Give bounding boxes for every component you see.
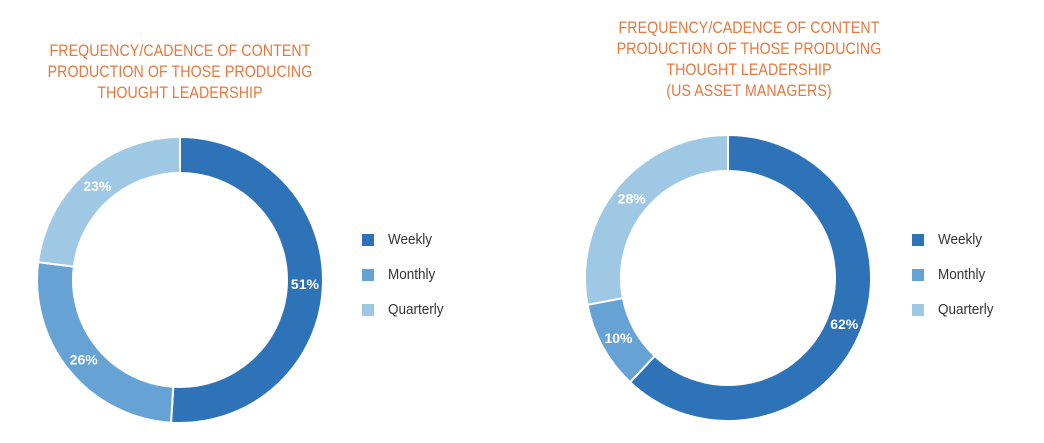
donut-svg-us-asset-managers: 62% 10% 28% [584,133,872,422]
legend-swatch [362,233,374,246]
legend: Weekly Monthly Quarterly [362,222,450,327]
legend-swatch [912,268,924,281]
legend-label: Monthly [388,266,436,283]
chart-title: FREQUENCY/CADENCE OF CONTENT PRODUCTION … [577,18,921,102]
title-line: (US ASSET MANAGERS) [666,82,832,100]
legend-swatch [912,233,924,246]
slice-label-weekly: 62% [830,316,859,332]
title-line: FREQUENCY/CADENCE OF CONTENT [49,42,311,60]
legend-label: Quarterly [938,301,994,318]
slice-label-monthly: 26% [70,352,99,368]
legend-swatch [362,268,374,281]
title-line: THOUGHT LEADERSHIP [97,84,263,102]
donut-slice-quarterly [584,133,729,306]
legend-label: Weekly [938,231,983,248]
chart-title: FREQUENCY/CADENCE OF CONTENT PRODUCTION … [8,41,352,104]
donut-slice-weekly [169,135,324,424]
legend-swatch [912,303,924,316]
donut-svg-all: 51% 26% 23% [36,135,324,424]
legend-item-quarterly: Quarterly [362,292,450,327]
title-line: PRODUCTION OF THOSE PRODUCING [47,63,313,81]
legend-label: Quarterly [388,301,444,318]
legend-item-weekly: Weekly [362,222,450,257]
legend: Weekly Monthly Quarterly [912,222,1000,327]
slice-label-monthly: 10% [604,330,633,346]
slice-label-quarterly: 23% [83,178,112,194]
legend-item-weekly: Weekly [912,222,1000,257]
legend-item-monthly: Monthly [362,257,450,292]
donut-chart-all: FREQUENCY/CADENCE OF CONTENT PRODUCTION … [8,41,450,327]
slice-label-weekly: 51% [291,276,320,292]
legend-label: Monthly [938,266,986,283]
donut-slice-monthly [36,260,175,424]
legend-label: Weekly [388,231,433,248]
title-line: FREQUENCY/CADENCE OF CONTENT [618,19,880,37]
title-line: PRODUCTION OF THOSE PRODUCING [616,40,882,58]
legend-item-monthly: Monthly [912,257,1000,292]
donut-chart-us-asset-managers: FREQUENCY/CADENCE OF CONTENT PRODUCTION … [522,0,1044,443]
legend-item-quarterly: Quarterly [912,292,1000,327]
slice-label-quarterly: 28% [618,190,647,206]
donut-slice-quarterly [37,135,181,268]
legend-swatch [362,303,374,316]
title-line: THOUGHT LEADERSHIP [666,61,832,79]
donut-slice-weekly [628,133,872,422]
